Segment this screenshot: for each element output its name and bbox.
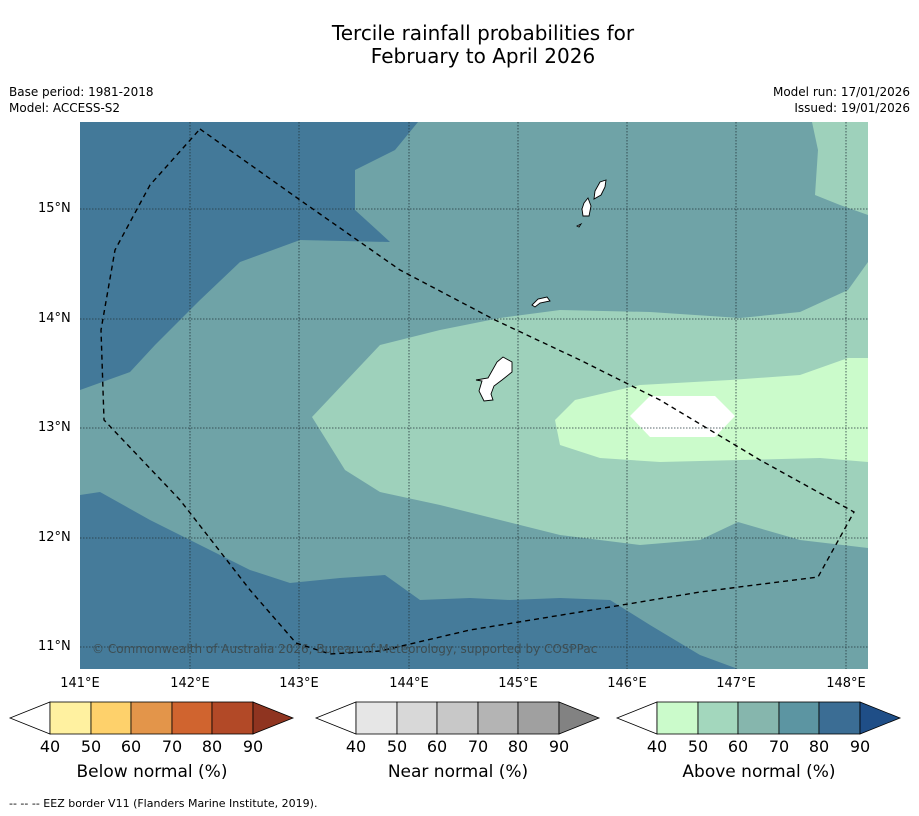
issued-date: Issued: 19/01/2026	[794, 101, 910, 115]
cb-near-40	[355, 701, 398, 735]
cb-above-70	[778, 701, 820, 735]
cb-above-label: Above normal (%)	[682, 762, 836, 782]
title-line-1: Tercile rainfall probabilities for	[331, 21, 635, 45]
cb-near-tick: 70	[467, 737, 489, 756]
base-period: Base period: 1981-2018	[9, 85, 154, 99]
cb-below-50	[90, 701, 132, 735]
cb-below-tick: 80	[201, 737, 223, 756]
cb-below-tick: 70	[161, 737, 183, 756]
cb-above-tick: 70	[768, 737, 790, 756]
map-title: Tercile rainfall probabilities for Febru…	[0, 22, 919, 68]
cb-near-label: Near normal (%)	[387, 762, 529, 782]
lat-label-12n: 12°N	[38, 530, 71, 545]
lon-label-148e: 148°E	[826, 676, 866, 691]
cb-near-50	[396, 701, 438, 735]
islands	[475, 179, 607, 402]
island-guam	[475, 356, 513, 402]
cb-above-tick: 80	[808, 737, 830, 756]
metadata-right: Model run: 17/01/2026 Issued: 19/01/2026	[773, 84, 910, 116]
metadata-left: Base period: 1981-2018 Model: ACCESS-S2	[9, 84, 154, 116]
cb-near-60	[436, 701, 479, 735]
cb-near-under	[314, 701, 357, 735]
lon-label-144e: 144°E	[389, 676, 429, 691]
model-name: Model: ACCESS-S2	[9, 101, 121, 115]
island-tinian	[581, 197, 592, 217]
cb-near-tick: 60	[426, 737, 448, 756]
cb-above-tick: 60	[727, 737, 749, 756]
cb-below-over	[252, 701, 295, 735]
cb-below-tick: 90	[242, 737, 264, 756]
cb-near-tick: 40	[345, 737, 367, 756]
model-run: Model run: 17/01/2026	[772, 85, 910, 99]
cb-near-tick: 50	[386, 737, 408, 756]
graticule	[80, 122, 868, 669]
lon-label-141e: 141°E	[60, 676, 100, 691]
cb-near-over	[558, 701, 601, 735]
cb-above-tick: 50	[687, 737, 709, 756]
cb-above-60	[737, 701, 780, 735]
cb-below-60	[130, 701, 173, 735]
lon-label-145e: 145°E	[498, 676, 538, 691]
cb-above-tick: 40	[646, 737, 668, 756]
island-saipan	[593, 179, 607, 200]
lon-label-142e: 142°E	[170, 676, 210, 691]
zone-70-80-spot	[95, 170, 114, 181]
lon-label-147e: 147°E	[716, 676, 756, 691]
lat-label-13n: 13°N	[38, 420, 71, 435]
cb-near-70	[477, 701, 519, 735]
probability-fill	[80, 122, 868, 669]
cb-above-50	[697, 701, 739, 735]
cb-near-tick: 90	[548, 737, 570, 756]
lon-label-143e: 143°E	[279, 676, 319, 691]
cb-above-over	[859, 701, 902, 735]
colorbar-below	[8, 701, 295, 735]
eez-footnote: -- -- -- EEZ border V11 (Flanders Marine…	[9, 797, 318, 810]
colorbar-above	[615, 701, 902, 735]
cb-below-under	[8, 701, 51, 735]
zone-50-60-ne	[812, 122, 868, 215]
cb-above-under	[615, 701, 658, 735]
cb-above-40	[656, 701, 699, 735]
cb-below-70	[171, 701, 213, 735]
lat-label-15n: 15°N	[38, 201, 71, 216]
lon-label-146e: 146°E	[607, 676, 647, 691]
lat-label-11n: 11°N	[38, 639, 71, 654]
colorbar-near	[314, 701, 601, 735]
island-rota	[531, 296, 551, 308]
eez-border	[100, 128, 855, 655]
cb-below-tick: 40	[39, 737, 61, 756]
cb-above-tick: 90	[849, 737, 871, 756]
cb-below-tick: 50	[80, 737, 102, 756]
island-aguijan	[575, 222, 583, 228]
cb-below-tick: 60	[120, 737, 142, 756]
title-line-2: February to April 2026	[370, 44, 596, 68]
cb-near-80	[517, 701, 560, 735]
lat-label-14n: 14°N	[38, 311, 71, 326]
cb-below-80	[211, 701, 254, 735]
cb-above-80	[818, 701, 861, 735]
zone-under-40	[630, 396, 735, 437]
copyright-notice: © Commonwealth of Australia 2026, Bureau…	[92, 642, 598, 656]
zone-80-90-spot	[80, 122, 418, 390]
cb-below-40	[49, 701, 92, 735]
cb-below-label: Below normal (%)	[76, 762, 228, 782]
cb-near-tick: 80	[507, 737, 529, 756]
